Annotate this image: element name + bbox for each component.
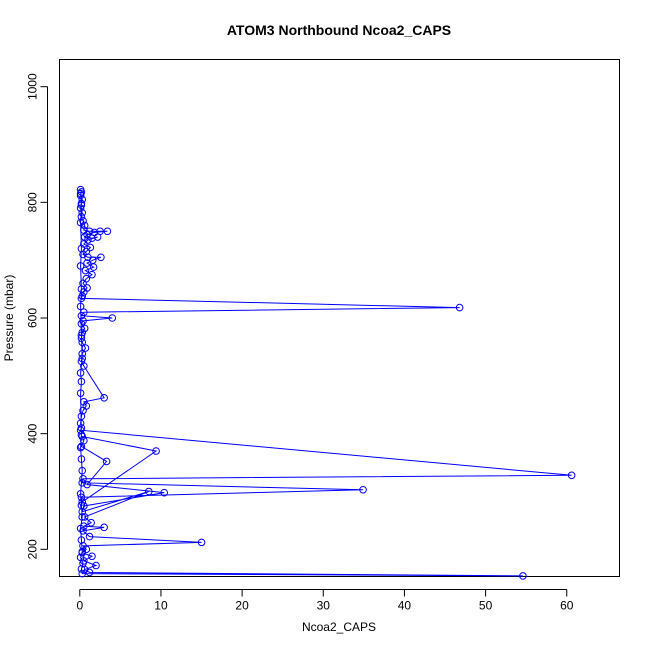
data-point [77,334,86,343]
data-point [78,498,87,506]
plot-frame [59,59,620,577]
data-point [84,236,92,244]
data-point [83,230,91,239]
series-line [79,189,572,577]
data-point [80,240,88,248]
data-point [77,377,86,386]
chart-title: ATOM3 Northbound Ncoa2_CAPS [227,22,451,38]
data-point [85,568,94,577]
data-point [76,302,85,311]
data-point [77,311,86,320]
data-point [77,285,86,293]
data-point [76,218,85,227]
data-point [77,201,86,210]
data-point [83,259,91,267]
data-point [455,303,464,312]
data-point [81,266,90,275]
x-tick-label: 60 [560,599,574,613]
y-tick-label: 800 [26,192,40,212]
x-axis: 0 10 20 30 40 50 60 [76,589,574,613]
data-point [80,362,88,370]
x-tick-label: 0 [76,599,83,613]
data-point [88,270,96,279]
data-point [76,443,85,452]
x-axis-title: Ncoa2_CAPS [302,620,376,634]
data-point [83,480,91,489]
data-point [76,262,85,270]
data-point [76,389,85,397]
data-point [97,253,105,262]
data-point [87,518,95,527]
data-point [78,208,87,217]
x-tick-label: 20 [235,599,249,613]
data-point [197,538,206,547]
data-point [78,513,87,521]
y-axis: 200 400 600 800 1000 [26,73,48,559]
data-point [88,552,96,561]
data-point [77,294,86,303]
data-point [78,466,87,475]
data-point [78,479,87,487]
data-point [77,493,86,502]
x-tick-label: 30 [317,599,331,613]
data-point [160,488,168,497]
y-tick-label: 200 [26,539,40,559]
data-point [152,447,160,455]
data-point [77,455,86,463]
data-point [77,431,86,439]
data-point [76,490,85,498]
data-point [108,314,117,322]
plot-area [76,185,576,580]
data-point [86,243,95,252]
data-point [93,233,102,241]
data-point [79,527,87,535]
data-point [77,501,86,510]
data-point [80,513,89,521]
data-point [78,354,87,363]
data-point [76,204,85,212]
data-point [102,457,111,466]
data-point [144,487,153,496]
data-point [78,350,87,358]
data-point [100,523,108,532]
data-point [85,532,94,541]
y-tick-label: 600 [26,308,40,328]
data-point [100,394,108,402]
data-point [78,569,87,578]
data-point [77,213,86,221]
data-point [519,572,527,580]
data-point [76,189,85,198]
data-point [77,357,86,366]
y-axis-title: Pressure (mbar) [2,275,16,362]
data-point [80,324,89,333]
data-point [78,328,87,337]
data-point [79,474,87,483]
data-point [76,369,85,377]
data-point [567,471,576,480]
data-point [77,331,86,340]
data-point [79,217,87,225]
x-tick-label: 50 [479,599,493,613]
data-point [80,398,88,406]
x-tick-label: 10 [154,599,168,613]
data-point [76,524,85,533]
data-point [77,244,86,253]
data-point [81,344,90,352]
data-point [103,227,112,236]
x-tick-label: 40 [398,599,412,613]
data-point [78,547,87,556]
data-point [89,263,98,271]
data-point [88,234,96,242]
y-tick-label: 1000 [26,73,40,100]
data-point [359,485,367,494]
y-tick-label: 400 [26,423,40,443]
data-point [77,442,86,451]
data-point [77,536,86,544]
data-point [92,561,100,570]
